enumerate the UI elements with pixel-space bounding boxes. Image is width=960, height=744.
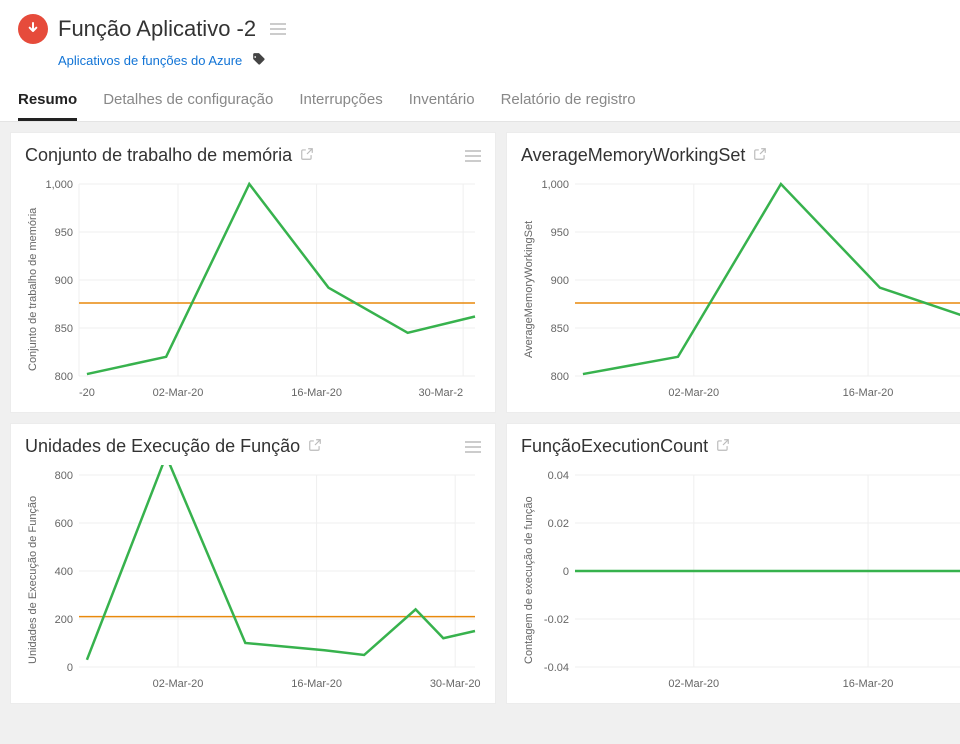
svg-text:1,000: 1,000: [541, 179, 569, 191]
svg-text:02-Mar-20: 02-Mar-20: [668, 678, 719, 690]
svg-text:-0.04: -0.04: [544, 662, 569, 674]
chart-card-exec_units: Unidades de Execução de Função Unidades …: [10, 423, 496, 704]
chart-ylabel: Contagem de execução de função: [521, 465, 537, 695]
tab-1[interactable]: Detalhes de configuração: [103, 83, 273, 121]
external-link-icon[interactable]: [716, 438, 730, 455]
chart-menu-icon[interactable]: [465, 438, 481, 456]
chart-ylabel: Conjunto de trabalho de memória: [25, 174, 41, 404]
svg-text:16-Mar-20: 16-Mar-20: [843, 678, 894, 690]
tab-0[interactable]: Resumo: [18, 83, 77, 121]
svg-text:16-Mar-20: 16-Mar-20: [843, 387, 894, 399]
external-link-icon[interactable]: [753, 147, 767, 164]
chart-title: FunçãoExecutionCount: [521, 436, 708, 457]
svg-text:800: 800: [55, 371, 73, 383]
svg-text:850: 850: [55, 323, 73, 335]
external-link-icon[interactable]: [300, 147, 314, 164]
svg-text:30-Mar-20: 30-Mar-20: [430, 678, 481, 690]
status-down-icon: [18, 14, 48, 44]
svg-text:30-Mar-2: 30-Mar-2: [418, 387, 463, 399]
chart-card-exec_count: FunçãoExecutionCount Contagem de execuçã…: [506, 423, 960, 704]
svg-text:16-Mar-20: 16-Mar-20: [291, 678, 342, 690]
svg-text:950: 950: [55, 227, 73, 239]
svg-text:800: 800: [551, 371, 569, 383]
tab-4[interactable]: Relatório de registro: [501, 83, 636, 121]
tab-bar: Resumo Detalhes de configuração Interrupçõ…: [0, 83, 960, 122]
chart-menu-icon[interactable]: [465, 147, 481, 165]
svg-text:200: 200: [55, 614, 73, 626]
title-menu-icon[interactable]: [266, 18, 290, 40]
svg-text:800: 800: [55, 470, 73, 482]
page-title: Função Aplicativo -2: [58, 16, 256, 42]
svg-text:-20: -20: [79, 387, 95, 399]
svg-text:950: 950: [551, 227, 569, 239]
svg-text:-0.02: -0.02: [544, 614, 569, 626]
tab-2[interactable]: Interrupções: [299, 83, 382, 121]
svg-text:02-Mar-20: 02-Mar-20: [668, 387, 719, 399]
chart-title: Unidades de Execução de Função: [25, 436, 300, 457]
svg-text:0.02: 0.02: [548, 518, 569, 530]
chart-title: AverageMemoryWorkingSet: [521, 145, 745, 166]
svg-text:400: 400: [55, 566, 73, 578]
external-link-icon[interactable]: [308, 438, 322, 455]
svg-text:0: 0: [67, 662, 73, 674]
chart-ylabel: Unidades de Execução de Função: [25, 465, 41, 695]
svg-text:0: 0: [563, 566, 569, 578]
breadcrumb-link[interactable]: Aplicativos de funções do Azure: [58, 53, 242, 68]
chart-ylabel: AverageMemoryWorkingSet: [521, 174, 537, 404]
svg-text:1,000: 1,000: [45, 179, 73, 191]
svg-text:16-Mar-20: 16-Mar-20: [291, 387, 342, 399]
tag-icon[interactable]: [252, 52, 266, 69]
svg-text:02-Mar-20: 02-Mar-20: [153, 678, 204, 690]
chart-card-mem_workset_pt: Conjunto de trabalho de memória Conjunto…: [10, 132, 496, 413]
svg-text:850: 850: [551, 323, 569, 335]
tab-3[interactable]: Inventário: [409, 83, 475, 121]
svg-text:900: 900: [55, 275, 73, 287]
svg-text:600: 600: [55, 518, 73, 530]
chart-card-avg_mem_workset: AverageMemoryWorkingSet AverageMemoryWor…: [506, 132, 960, 413]
svg-text:900: 900: [551, 275, 569, 287]
svg-text:0.04: 0.04: [548, 470, 569, 482]
chart-title: Conjunto de trabalho de memória: [25, 145, 292, 166]
svg-text:02-Mar-20: 02-Mar-20: [153, 387, 204, 399]
